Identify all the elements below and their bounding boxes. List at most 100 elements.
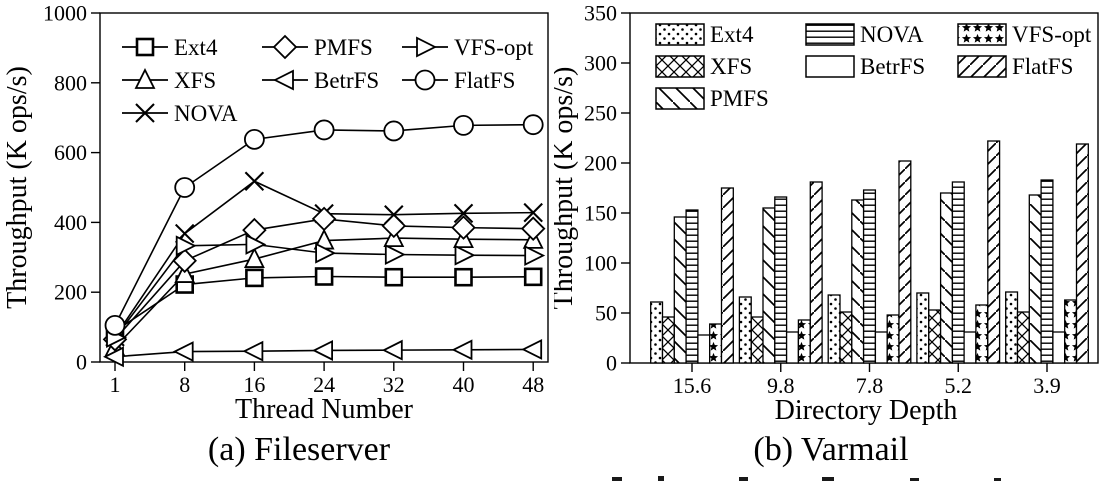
- legend-entry-XFS: XFS: [655, 54, 752, 79]
- legend-entry-Ext4: Ext4: [122, 35, 218, 60]
- legend-entry-PMFS: PMFS: [655, 86, 769, 111]
- legend-b: Ext4 NOVA VFS-opt XFS BetrFS FlatFS PMFS: [655, 22, 1092, 111]
- y-tick-label: 200: [584, 151, 617, 176]
- bar-XFS: [661, 316, 675, 364]
- circle-marker: [313, 119, 335, 141]
- triangle-left-marker: [521, 338, 543, 360]
- y-tick-label: 350: [584, 1, 617, 26]
- bar-PMFS: [762, 207, 776, 364]
- bar-FlatFS: [898, 160, 912, 364]
- square-marker: [384, 267, 404, 287]
- triangle-right-marker: [524, 245, 546, 267]
- legend-entry-FlatFS: FlatFS: [402, 68, 515, 93]
- bar-Ext4: [916, 292, 930, 364]
- x-tick-label: 15.6: [673, 373, 712, 398]
- x-tick-label: 1: [110, 372, 121, 397]
- bar-VFS-opt: [886, 314, 900, 364]
- y-tick-label: 0: [76, 350, 87, 375]
- bars-FlatFS: [720, 140, 1089, 364]
- triangle-up-marker: [243, 247, 265, 268]
- bar-FlatFS: [987, 140, 1001, 364]
- x-marker: [244, 171, 265, 191]
- bar-PMFS: [939, 192, 954, 364]
- y-tick-label: 100: [584, 251, 617, 276]
- diamond-marker: [451, 215, 476, 240]
- varmail-panel: 0 50 100 150 200 250 300 350 15.6 9.8 7.8 5.2 3.9 Dir…: [554, 0, 1108, 482]
- circle-marker: [174, 177, 196, 198]
- y-axis-title: Throughput (K ops/s): [2, 66, 33, 309]
- bar-XFS: [750, 316, 764, 364]
- axes-b: 0 50 100 150 200 250 300 350 15.6 9.8 7.8 5.2 3.9 Dir…: [554, 1, 1099, 425]
- legend-label: FlatFS: [1012, 54, 1073, 79]
- triangle-up-marker: [134, 67, 156, 89]
- axes-a: 0 200 400 600 800 1000 1 8 16 24 32 40 48 Thread Numb…: [2, 1, 549, 425]
- square-marker: [454, 267, 473, 287]
- y-tick-label: 200: [54, 280, 87, 305]
- legend-label: XFS: [710, 54, 752, 79]
- diamond-marker: [272, 34, 298, 60]
- clipped-text-fragments: [554, 475, 1108, 482]
- bar-PMFS: [1028, 194, 1042, 364]
- x-tick-label: 5.2: [945, 373, 973, 398]
- legend-entry-BetrFS: BetrFS: [262, 68, 379, 93]
- bar-PMFS: [851, 199, 865, 364]
- legend-label: Ext4: [710, 22, 754, 47]
- bar-VFS-opt: [797, 319, 811, 364]
- y-axis-title: Throughput (K ops/s): [554, 67, 579, 310]
- bar-NOVA: [685, 209, 699, 364]
- x-tick-label: 24: [313, 372, 335, 397]
- triangle-left-marker: [381, 339, 403, 361]
- x-tick-label: 9.8: [767, 373, 795, 398]
- legend-entry-FlatFS: FlatFS: [957, 54, 1073, 79]
- legend-label: PMFS: [710, 86, 769, 111]
- markers-FlatFS: [104, 114, 544, 336]
- x-marker: [135, 103, 155, 123]
- circle-marker: [383, 120, 405, 142]
- bar-NOVA: [774, 196, 788, 364]
- x-tick-label: 7.8: [856, 373, 884, 398]
- bar-Ext4: [650, 301, 664, 364]
- bar-FlatFS: [720, 187, 734, 364]
- bar-VFS-opt: [975, 304, 989, 364]
- legend-label: BetrFS: [860, 54, 925, 79]
- bar-BetrFS: [874, 331, 888, 364]
- bar-PMFS: [673, 216, 687, 364]
- bars: [650, 140, 1089, 364]
- legend-entry-XFS: XFS: [122, 67, 216, 93]
- legend-label: BetrFS: [314, 68, 379, 93]
- y-tick-label: 50: [595, 301, 617, 326]
- triangle-right-marker: [245, 233, 267, 255]
- bar-VFS-opt: [709, 323, 723, 364]
- fileserver-caption: (a) Fileserver: [207, 431, 391, 468]
- markers-Ext4: [105, 267, 543, 341]
- bar-XFS: [928, 309, 942, 364]
- y-tick-label: 250: [584, 101, 617, 126]
- triangle-right-marker: [454, 244, 476, 266]
- triangle-left-marker: [272, 69, 294, 91]
- bar-NOVA: [951, 181, 965, 364]
- square-marker: [135, 37, 155, 57]
- legend-entry-BetrFS: BetrFS: [805, 54, 925, 79]
- bar-Ext4: [827, 294, 841, 364]
- bars-XFS: [661, 309, 1030, 364]
- legend-a: Ext4 PMFS VFS-opt XFS BetrFS FlatFS NOVA: [122, 34, 534, 126]
- bar-BetrFS: [963, 331, 977, 364]
- bar-XFS: [1016, 311, 1030, 364]
- x-tick-label: 3.9: [1033, 373, 1061, 398]
- triangle-right-marker: [384, 244, 406, 265]
- fileserver-panel: 0 200 400 600 800 1000 1 8 16 24 32 40 48 Thread Numb…: [2, 1, 549, 468]
- legend-entry-VFS-opt: VFS-opt: [402, 35, 534, 60]
- square-marker: [245, 268, 264, 288]
- legend-label: FlatFS: [454, 68, 515, 93]
- legend-entry-PMFS: PMFS: [262, 34, 373, 60]
- diamond-marker: [381, 213, 407, 239]
- legend-label: VFS-opt: [1012, 22, 1092, 47]
- bar-Ext4: [738, 296, 752, 364]
- legend-entry-NOVA: NOVA: [122, 101, 238, 126]
- circle-marker: [522, 114, 544, 136]
- legend-label: NOVA: [174, 101, 238, 126]
- triangle-right-marker: [416, 36, 438, 58]
- x-marker: [523, 202, 543, 223]
- series-markers: [102, 114, 546, 368]
